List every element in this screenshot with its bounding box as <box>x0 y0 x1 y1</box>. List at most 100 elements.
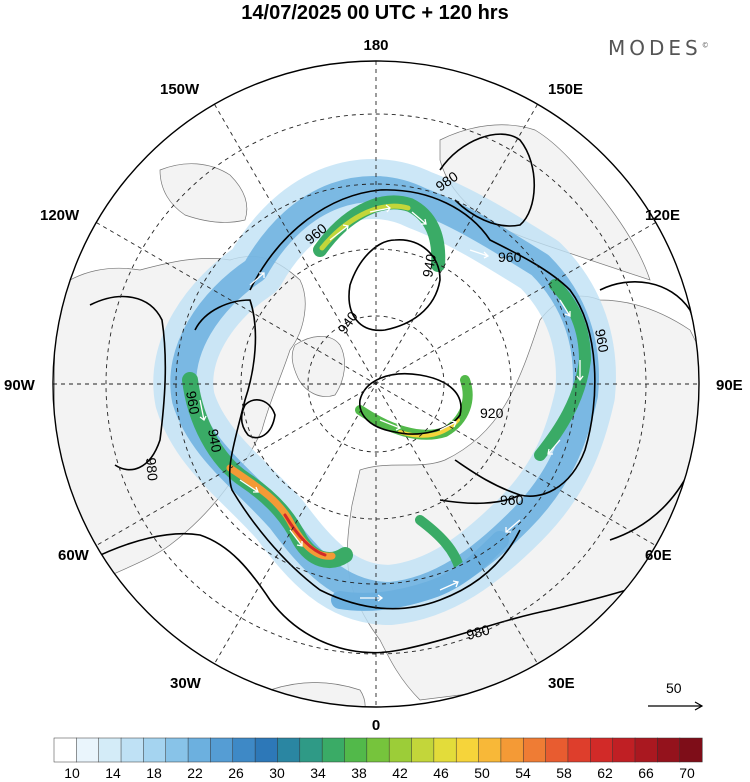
land-greenland <box>291 336 345 397</box>
contour-980-west <box>89 295 167 471</box>
wind-arrow <box>469 249 490 259</box>
colorbar-label: 54 <box>515 765 531 781</box>
colorbar-label: 62 <box>597 765 613 781</box>
latitude-circle-75 <box>307 315 445 453</box>
colorbar-swatch <box>612 737 636 763</box>
colorbar-swatch <box>76 737 100 763</box>
contour-960-west <box>194 299 521 610</box>
contour-960-north <box>249 189 596 497</box>
lon-label-0: 0 <box>372 717 380 734</box>
contour-label: 920 <box>480 405 504 421</box>
colorbar-swatch <box>478 737 502 763</box>
wind-arrow <box>249 272 265 286</box>
colorbar-label: 30 <box>269 765 285 781</box>
map-border <box>52 60 700 708</box>
meridian-120 <box>96 222 656 546</box>
contour-label: 960 <box>500 492 524 508</box>
wind-arrow <box>559 299 571 317</box>
colorbar-swatch <box>500 737 524 763</box>
colorbar-label: 14 <box>105 765 121 781</box>
colorbar-swatch <box>143 737 167 763</box>
colorbar-label: 18 <box>146 765 162 781</box>
jet-streak-south <box>331 531 509 611</box>
colorbar-swatch <box>299 737 323 763</box>
land-alaska <box>159 163 248 223</box>
contour-940 <box>348 239 441 332</box>
colorbar-swatch <box>545 737 569 763</box>
colorbar-swatch <box>232 737 256 763</box>
colorbar-swatch <box>165 737 189 763</box>
jet-streak-europe <box>415 515 465 575</box>
colorbar-swatch <box>210 737 234 763</box>
wind-arrow <box>360 594 384 602</box>
lon-label-60W: 60W <box>58 547 90 564</box>
lon-label-30E: 30E <box>548 675 575 692</box>
colorbar-label: 50 <box>474 765 490 781</box>
colorbar-label: 26 <box>228 765 244 781</box>
wind-arrow <box>239 479 259 493</box>
reference-vector-label: 50 <box>666 680 682 696</box>
colorbar-label: 58 <box>556 765 572 781</box>
geopotential-contours <box>89 133 699 654</box>
lon-label-150E: 150E <box>548 81 583 98</box>
contour-label: 960 <box>592 328 612 354</box>
brand-logo: MODES© <box>608 36 709 60</box>
reference-arrow-icon <box>648 701 704 711</box>
contour-960-south <box>439 494 521 505</box>
colorbar-label: 66 <box>638 765 654 781</box>
colorbar-swatch <box>98 737 122 763</box>
colorbar-swatch <box>411 737 435 763</box>
brand-text: MODES <box>608 36 702 60</box>
colorbar-label: 34 <box>310 765 326 781</box>
colorbar-swatch <box>433 737 457 763</box>
colorbar-label: 46 <box>433 765 449 781</box>
colorbar-swatch <box>657 737 681 763</box>
contour-label: 980 <box>143 457 161 482</box>
colorbar-swatch <box>344 737 368 763</box>
colorbar-swatch <box>187 737 211 763</box>
wind-arrow <box>505 519 521 533</box>
colorbar-label: 42 <box>392 765 408 781</box>
longitude-labels: 180 150E 120E 90E 60E 30E 0 30W 60W 90W … <box>4 37 743 734</box>
wind-arrow <box>379 419 401 431</box>
wind-arrow <box>369 204 391 213</box>
wind-arrows <box>199 204 584 602</box>
contour-980-north <box>439 133 535 227</box>
wind-arrow <box>411 211 427 225</box>
colorbar-label: 22 <box>187 765 203 781</box>
contour-labels: 980 960 940 960 940 920 960 980 960 940 … <box>143 168 612 643</box>
colorbar-swatch <box>522 737 547 763</box>
contour-label: 960 <box>498 249 522 265</box>
map-title: 14/07/2025 00 UTC + 120 hrs <box>241 2 509 24</box>
colorbar-swatch <box>388 737 413 763</box>
lon-label-90E: 90E <box>716 377 743 394</box>
lon-label-120E: 120E <box>645 207 680 224</box>
contour-label: 940 <box>205 428 225 454</box>
wind-arrow <box>199 399 207 421</box>
lon-label-60E: 60E <box>645 547 672 564</box>
colorbar-swatch <box>277 737 301 763</box>
wind-arrow <box>439 420 457 431</box>
lon-label-120W: 120W <box>40 207 80 224</box>
colorbar-swatch <box>53 737 77 763</box>
contour-920 <box>359 373 462 435</box>
contour-960-east <box>599 281 699 541</box>
jet-core-north <box>319 203 411 251</box>
wind-arrow <box>289 529 303 547</box>
colorbar-swatch <box>321 737 346 763</box>
wind-arrow <box>439 580 459 591</box>
contour-label: 940 <box>419 253 439 279</box>
jet-streak-east <box>534 279 591 461</box>
colorbar-swatch <box>567 737 591 763</box>
colorbar-swatch <box>590 737 614 763</box>
colorbar-label: 70 <box>679 765 695 781</box>
colorbar-label: 38 <box>351 765 367 781</box>
colorbar-swatch <box>634 737 658 763</box>
colorbar-label: 10 <box>64 765 80 781</box>
graticule <box>53 61 699 707</box>
wind-arrow <box>329 224 349 241</box>
lon-label-180: 180 <box>363 37 388 54</box>
contour-label: 960 <box>183 390 203 416</box>
colorbar-labels: 10 14 18 22 26 30 34 38 42 46 50 54 58 6… <box>64 765 695 781</box>
